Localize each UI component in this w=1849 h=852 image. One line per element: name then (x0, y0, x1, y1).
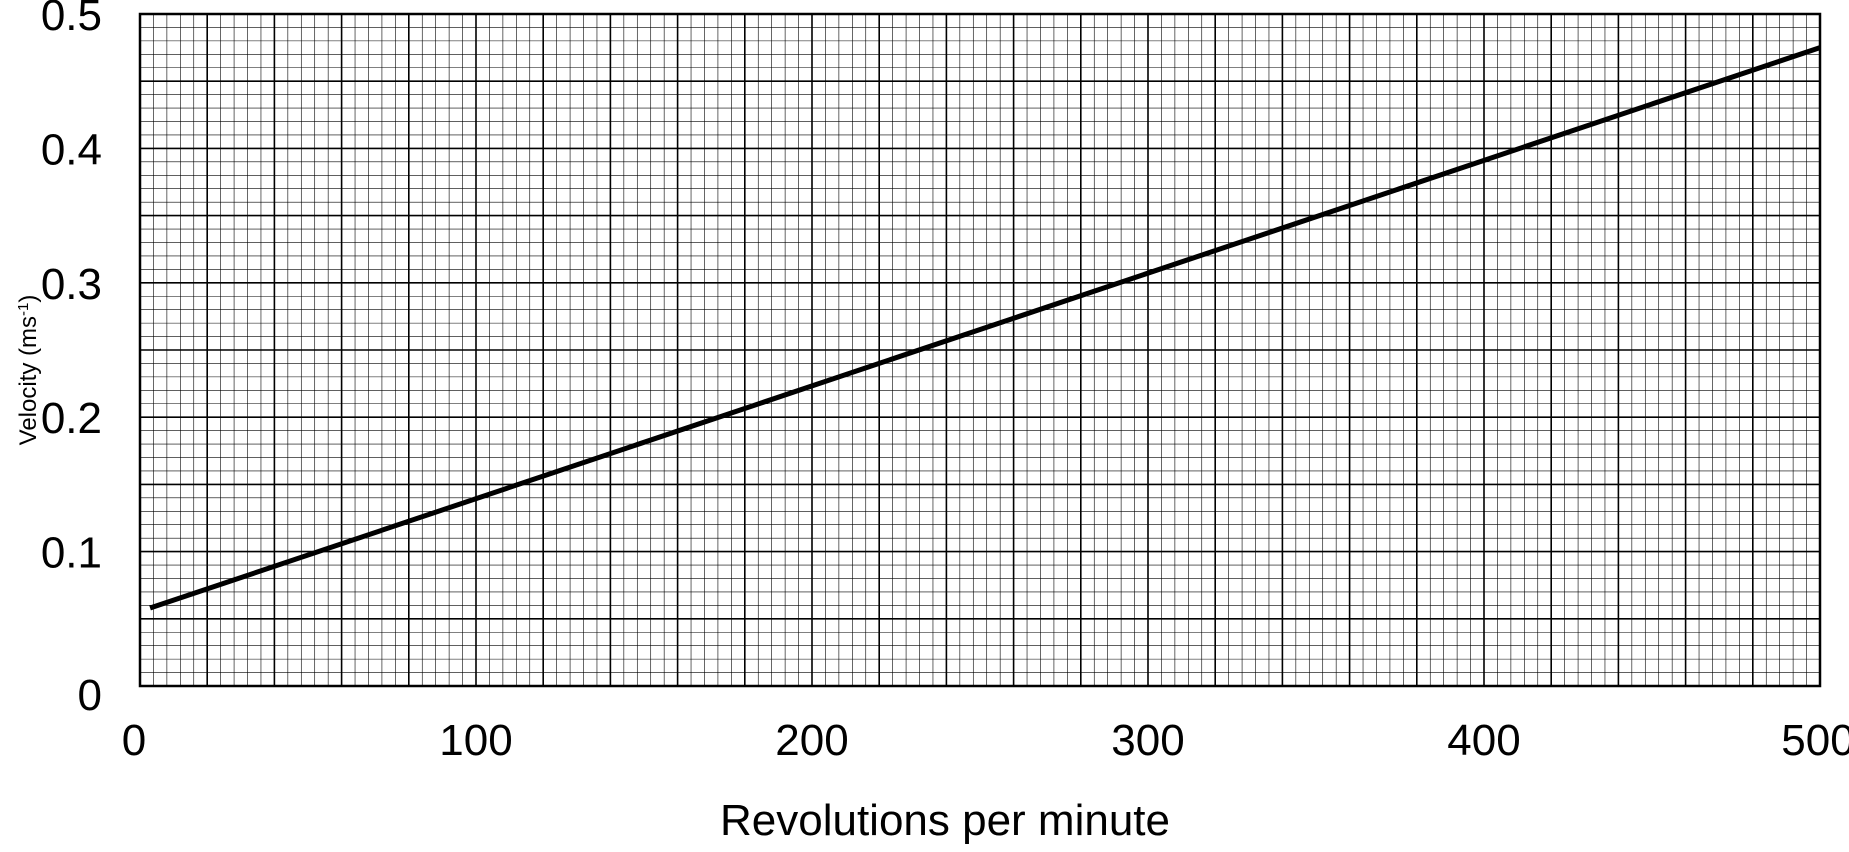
y-axis-label-superscript: -1 (15, 303, 32, 316)
major-grid (140, 14, 1820, 686)
series-layer (149, 45, 1821, 611)
y-tick-label: 0.4 (41, 125, 102, 174)
x-tick-label: 300 (1111, 716, 1184, 765)
series-line-1 (149, 45, 1821, 611)
y-tick-label: 0.5 (41, 0, 102, 40)
y-axis-label-base: Velocity (ms (15, 316, 42, 445)
x-tick-label: 200 (775, 716, 848, 765)
y-tick-label: 0.1 (41, 529, 102, 578)
x-tick-labels: 0 100 200 300 400 500 (122, 716, 1849, 765)
x-tick-label: 400 (1447, 716, 1520, 765)
plot-frame (138, 12, 1822, 688)
y-axis-label: Velocity (ms-1) (15, 295, 43, 446)
y-tick-labels: 0 0.1 0.2 0.3 0.4 0.5 (41, 0, 102, 720)
x-tick-label: 0 (122, 716, 146, 765)
y-tick-label: 0 (78, 671, 102, 720)
x-axis-label: Revolutions per minute (720, 796, 1170, 845)
x-tick-label: 100 (439, 716, 512, 765)
y-tick-label: 0.3 (41, 260, 102, 309)
y-axis-label-suffix: ) (15, 295, 42, 303)
y-tick-label: 0.2 (41, 394, 102, 443)
x-tick-label: 500 (1781, 716, 1849, 765)
